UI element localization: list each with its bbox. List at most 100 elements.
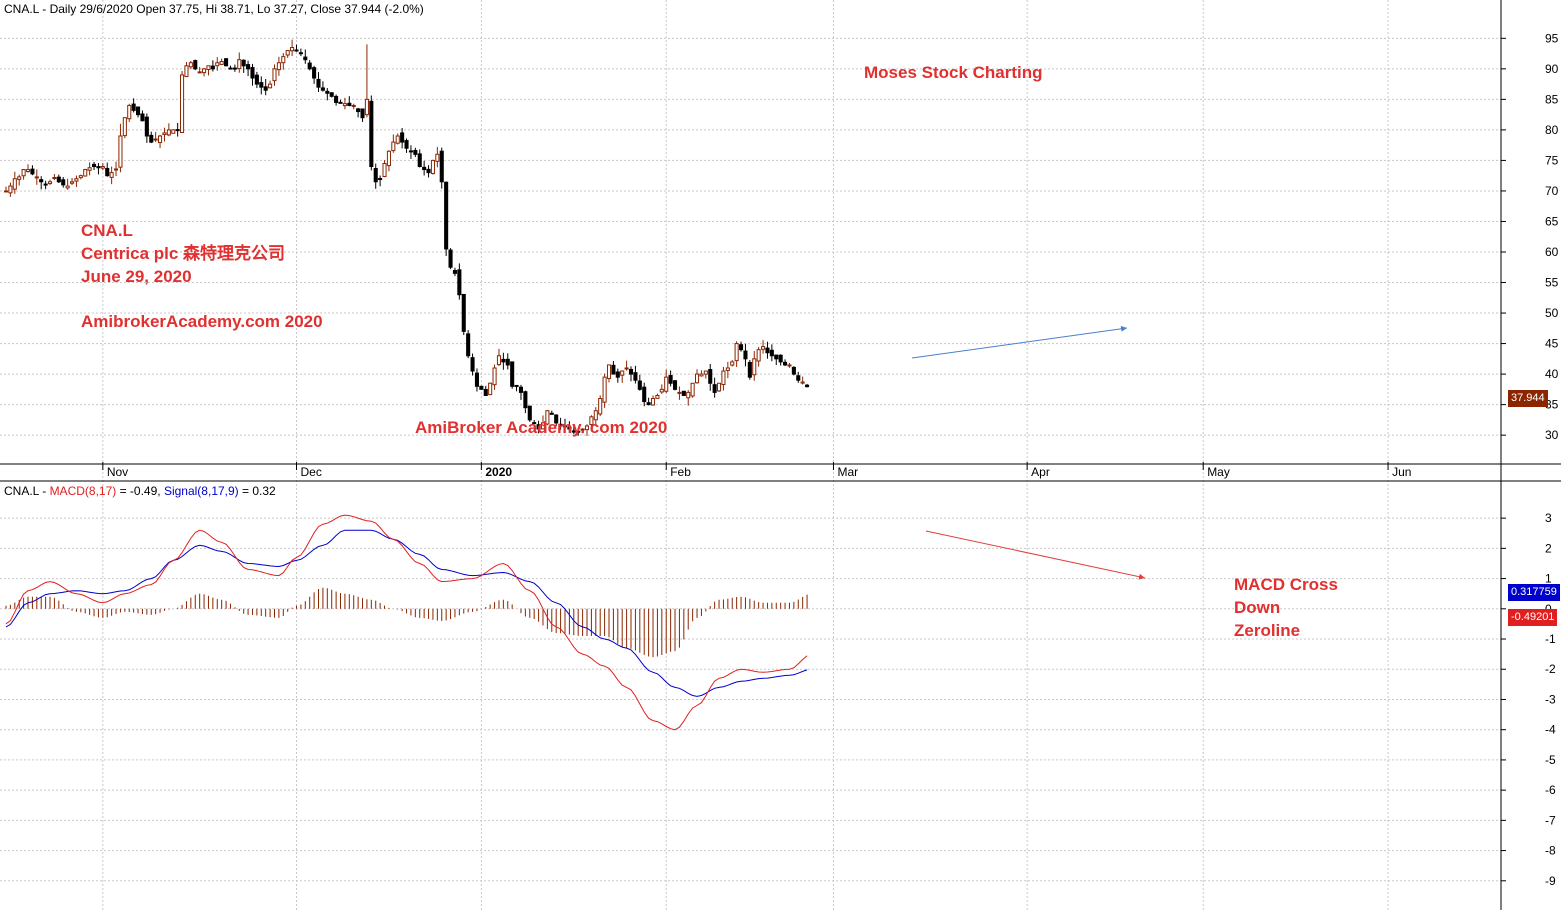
candle-body	[532, 422, 537, 425]
month-label-mar: Mar	[837, 465, 858, 479]
month-label-dec: Dec	[300, 465, 321, 479]
candle-body	[589, 416, 594, 426]
month-label-2020: 2020	[485, 465, 512, 479]
trend-arrows	[911, 325, 1146, 580]
candle-body	[131, 103, 136, 111]
candle-body	[791, 366, 796, 375]
candle-body	[52, 177, 57, 180]
candle-body	[800, 381, 805, 384]
macd-header: CNA.L - MACD(8,17) = -0.49, Signal(8,17,…	[4, 484, 276, 498]
signal-line	[5, 529, 808, 697]
signal-value-label: 0.317759	[1508, 584, 1560, 601]
candle-body	[422, 166, 427, 171]
candle-body	[672, 380, 678, 390]
candle-body	[703, 370, 708, 375]
candle-body	[259, 82, 264, 88]
candle-body	[510, 361, 515, 387]
candle-body	[514, 384, 519, 387]
price-info-header: CNA.L - Daily 29/6/2020 Open 37.75, Hi 3…	[4, 2, 424, 16]
price-tick-label: 65	[1545, 214, 1559, 228]
candle-body	[690, 382, 695, 397]
candle-body	[554, 414, 559, 424]
last-close-label: 37.944	[1508, 390, 1548, 407]
month-label-may: May	[1207, 465, 1230, 479]
candle-body	[694, 373, 700, 384]
signal-header-value: = 0.32	[238, 484, 276, 498]
candle-body	[448, 249, 453, 268]
candle-body	[69, 181, 75, 184]
candle-body	[153, 138, 158, 141]
candle-body	[83, 169, 88, 177]
candle-body	[268, 83, 273, 89]
candle-body	[536, 424, 541, 430]
candle-body	[316, 78, 321, 88]
candle-body	[320, 87, 325, 91]
candle-body	[219, 61, 224, 65]
annotation-company: Centrica plc 森特理克公司	[81, 244, 286, 263]
macd-value-label: -0.49201	[1508, 609, 1558, 626]
month-label-nov: Nov	[107, 465, 128, 479]
candle-body	[91, 163, 97, 168]
macd-tick-label: 0	[1545, 602, 1552, 616]
candle-body	[787, 364, 792, 367]
candle-body	[562, 425, 568, 428]
candle-body	[734, 343, 739, 362]
candle-body	[74, 178, 79, 182]
price-tick-label: 60	[1545, 245, 1559, 259]
candle-body	[158, 135, 163, 144]
candle-body	[659, 388, 664, 393]
macd-tick-label: -7	[1545, 813, 1556, 827]
candle-body	[637, 380, 642, 390]
candle-body	[351, 104, 356, 107]
candle-body	[237, 59, 242, 70]
price-tick-label: 50	[1545, 306, 1559, 320]
candle-body	[444, 181, 449, 250]
candle-body	[386, 150, 391, 167]
candle-body	[664, 376, 669, 392]
month-label-feb: Feb	[670, 465, 691, 479]
candle-body	[166, 129, 171, 136]
candle-body	[461, 293, 466, 332]
candle-body	[439, 150, 444, 183]
macd-tick-label: -2	[1545, 662, 1556, 676]
candle-body	[677, 391, 682, 394]
candle-body	[505, 358, 510, 366]
annotation-block: CNA.L Centrica plc 森特理克公司 June 29, 2020	[81, 219, 285, 288]
watermark-amibroker: AmiBroker Academy. com 2020	[415, 418, 668, 437]
candle-body	[527, 405, 532, 421]
candle-body	[254, 74, 259, 85]
candle-body	[307, 62, 312, 70]
candle-body	[180, 74, 185, 133]
macd-histogram	[5, 587, 808, 658]
macd-tick-label: -4	[1545, 723, 1556, 737]
candle-body	[325, 90, 330, 94]
price-tick-label: 30	[1545, 428, 1559, 442]
candle-body	[171, 129, 176, 134]
candle-body	[400, 132, 405, 143]
candle-body	[417, 153, 422, 168]
candle-body	[466, 333, 471, 357]
candle-body	[364, 98, 369, 116]
candle-body	[805, 384, 810, 388]
candle-body	[395, 135, 400, 144]
month-label-jun: Jun	[1392, 465, 1411, 479]
candle-body	[413, 149, 418, 155]
candle-body	[25, 169, 31, 173]
candle-body	[347, 102, 352, 106]
candle-body	[404, 140, 409, 149]
candle-body	[655, 394, 660, 399]
macd-tick-label: -5	[1545, 753, 1556, 767]
candle-body	[360, 108, 365, 119]
candle-body	[598, 398, 603, 415]
candle-body	[633, 372, 638, 381]
candle-body	[783, 361, 788, 366]
candle-body	[712, 384, 717, 393]
candle-body	[61, 179, 66, 186]
macd-tick-label: -1	[1545, 632, 1556, 646]
candle-body	[408, 150, 413, 153]
candle-body	[224, 58, 229, 67]
candle-body	[615, 371, 620, 378]
candle-body	[602, 376, 607, 403]
candle-body	[624, 367, 629, 370]
candle-body	[342, 103, 347, 107]
